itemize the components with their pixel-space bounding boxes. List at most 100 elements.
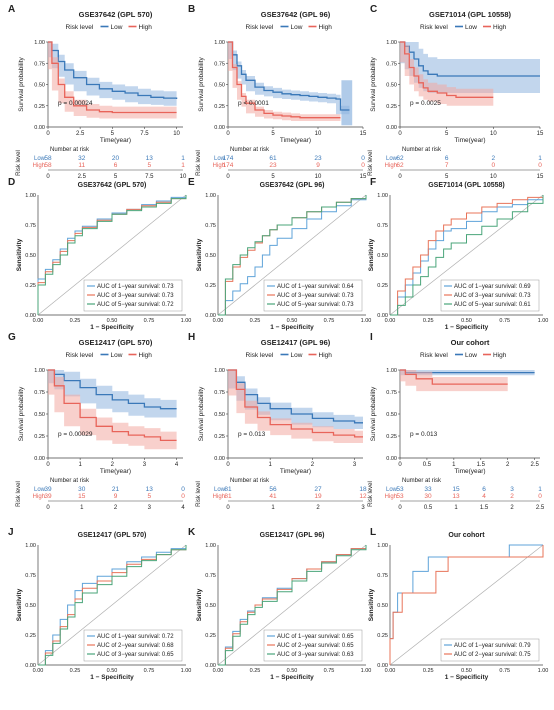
survival-curve-low [228,41,350,111]
x-axis-label: 1 − Specificity [445,324,489,331]
risk-tick-label: 2 [510,505,514,511]
roc-legend: AUC of 1−year survival: 0.73 AUC of 3−yea… [83,279,183,312]
risk-count-high: 30 [424,493,432,500]
x-axis-label: Time(year) [100,137,131,144]
legend-box [263,629,363,662]
legend-entry: AUC of 3−year survival: 0.73 [277,293,354,299]
roc-panel-L: L Our cohort 0.000.00 0.25 0.25 0.50 0.50 0.75 0… [368,527,548,681]
risk-count-low: 0 [181,486,185,493]
x-tick-label: 0 [226,131,230,137]
km-panel-G: G GSE12417 (GPL 570)Risk level Low High0.00… [8,332,185,511]
x-tick-label: 2.5 [76,131,85,137]
legend-label-low: Low [465,352,477,359]
x-axis-label: Time(year) [280,468,311,475]
risk-count-low: 1 [181,155,185,162]
x-tick-label: 0 [398,131,402,137]
y-tick-label: 0.50 [34,83,45,89]
panel-title: GSE37642 (GPL 96) [261,10,331,19]
y-tick-label: 1.00 [205,543,216,549]
risk-tick-label: 2 [114,505,118,511]
y-tick-label: 0.50 [205,603,216,609]
x-tick-label: 0.75 [499,318,510,324]
confidence-band-low [228,42,350,115]
risk-table-ylabel: Risk level [196,150,202,176]
x-tick-label: 0.75 [324,668,335,674]
survival-curve-low [48,369,177,410]
legend-title: Risk level [66,352,94,359]
y-tick-label: 0.50 [377,603,388,609]
risk-legend: Risk level Low High [420,24,507,31]
legend-label-low: Low [291,352,303,359]
legend-label-high: High [493,352,507,359]
y-tick-label: 0.75 [377,573,388,579]
y-tick-label: 1.00 [386,368,397,374]
y-tick-label: 0.75 [386,390,397,396]
risk-legend: Risk level Low High [66,24,153,31]
legend-title: Risk level [420,24,448,31]
risk-legend: Risk level Low High [246,24,333,31]
panel-letter: D [8,177,15,188]
x-tick-label: 0.25 [250,318,261,324]
y-axis-label: Survival probability [198,56,205,111]
x-axis-label: 1 − Specificity [270,324,314,331]
x-tick-label: 2 [506,462,510,468]
y-tick-label: 0.75 [34,390,45,396]
x-tick-label: 0.00 [213,318,224,324]
y-tick-label: 0.75 [205,573,216,579]
risk-count-high: 19 [314,493,322,500]
roc-panel-D: D GSE37642 (GPL 570) 0.000.00 0.25 0.25 0.50 0… [8,177,191,331]
risk-count-low: 23 [314,155,322,162]
y-tick-label: 0.75 [34,61,45,67]
y-tick-label: 0.25 [214,104,225,110]
risk-tick-label: 10 [315,174,322,180]
x-tick-label: 3 [353,462,357,468]
y-axis-label: Sensitivity [16,588,23,621]
risk-count-low: 32 [78,155,86,162]
panel-title: GSE12417 (GPL 96) [260,532,325,539]
risk-legend: Risk level Low High [420,352,507,359]
roc-legend: AUC of 1−year survival: 0.69 AUC of 3−yea… [440,279,540,312]
panel-title: GSE71014 (GPL 10558) [428,182,505,189]
roc-legend: AUC of 1−year survival: 0.65 AUC of 2−yea… [263,629,363,662]
legend-entry: AUC of 2−year survival: 0.68 [97,643,174,649]
legend-entry: AUC of 1−year survival: 0.69 [454,284,531,290]
roc-panel-F: F GSE71014 (GPL 10558) 0.000.00 0.25 0.25 0.5… [368,177,548,331]
x-tick-label: 1 [78,462,82,468]
legend-label-high: High [139,352,153,359]
x-tick-label: 1 [452,462,456,468]
risk-row-low: Low [214,156,226,162]
risk-row-high: High [385,163,397,169]
survival-curve-high [48,41,177,114]
risk-count-high: 4 [482,493,486,500]
panel-title: GSE37642 (GPL 570) [79,10,153,19]
legend-entry: AUC of 3−year survival: 0.73 [454,293,531,299]
risk-tick-label: 0 [398,505,402,511]
x-tick-label: 2 [111,462,115,468]
x-tick-label: 0.75 [324,318,335,324]
risk-count-low: 3 [510,486,514,493]
confidence-band-high [400,42,494,106]
y-tick-label: 0.75 [25,223,36,229]
panel-title: Our cohort [451,338,490,347]
panel-title: Our cohort [448,532,485,539]
panel-letter: J [8,527,14,538]
legend-label-high: High [319,24,333,31]
risk-row-high: High [33,494,45,500]
y-tick-label: 0.50 [25,253,36,259]
y-axis-label: Survival probability [370,386,377,441]
x-tick-label: 5 [445,131,449,137]
reference-diagonal [389,194,544,316]
confidence-band-high [228,370,363,443]
km-panel-B: B GSE37642 (GPL 96)Risk level Low High0.000… [188,4,367,180]
panel-letter: I [370,332,373,343]
x-tick-label: 1 [269,462,273,468]
panel-title: GSE12417 (GPL 570) [79,338,153,347]
x-tick-label: 0.75 [144,318,155,324]
legend-title: Risk level [66,24,94,31]
legend-box [263,279,363,312]
x-tick-label: 0.75 [499,668,510,674]
risk-count-low: 58 [44,155,52,162]
y-tick-label: 0.00 [25,313,36,319]
y-tick-label: 0.50 [214,83,225,89]
risk-count-low: 30 [78,486,86,493]
